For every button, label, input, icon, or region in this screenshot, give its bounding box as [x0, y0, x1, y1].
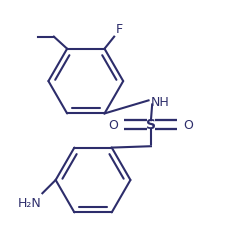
Text: O: O — [183, 118, 193, 132]
Text: S: S — [146, 118, 156, 132]
Text: O: O — [109, 118, 118, 132]
Text: H₂N: H₂N — [17, 196, 41, 209]
Text: NH: NH — [151, 96, 170, 109]
Text: F: F — [115, 23, 122, 36]
